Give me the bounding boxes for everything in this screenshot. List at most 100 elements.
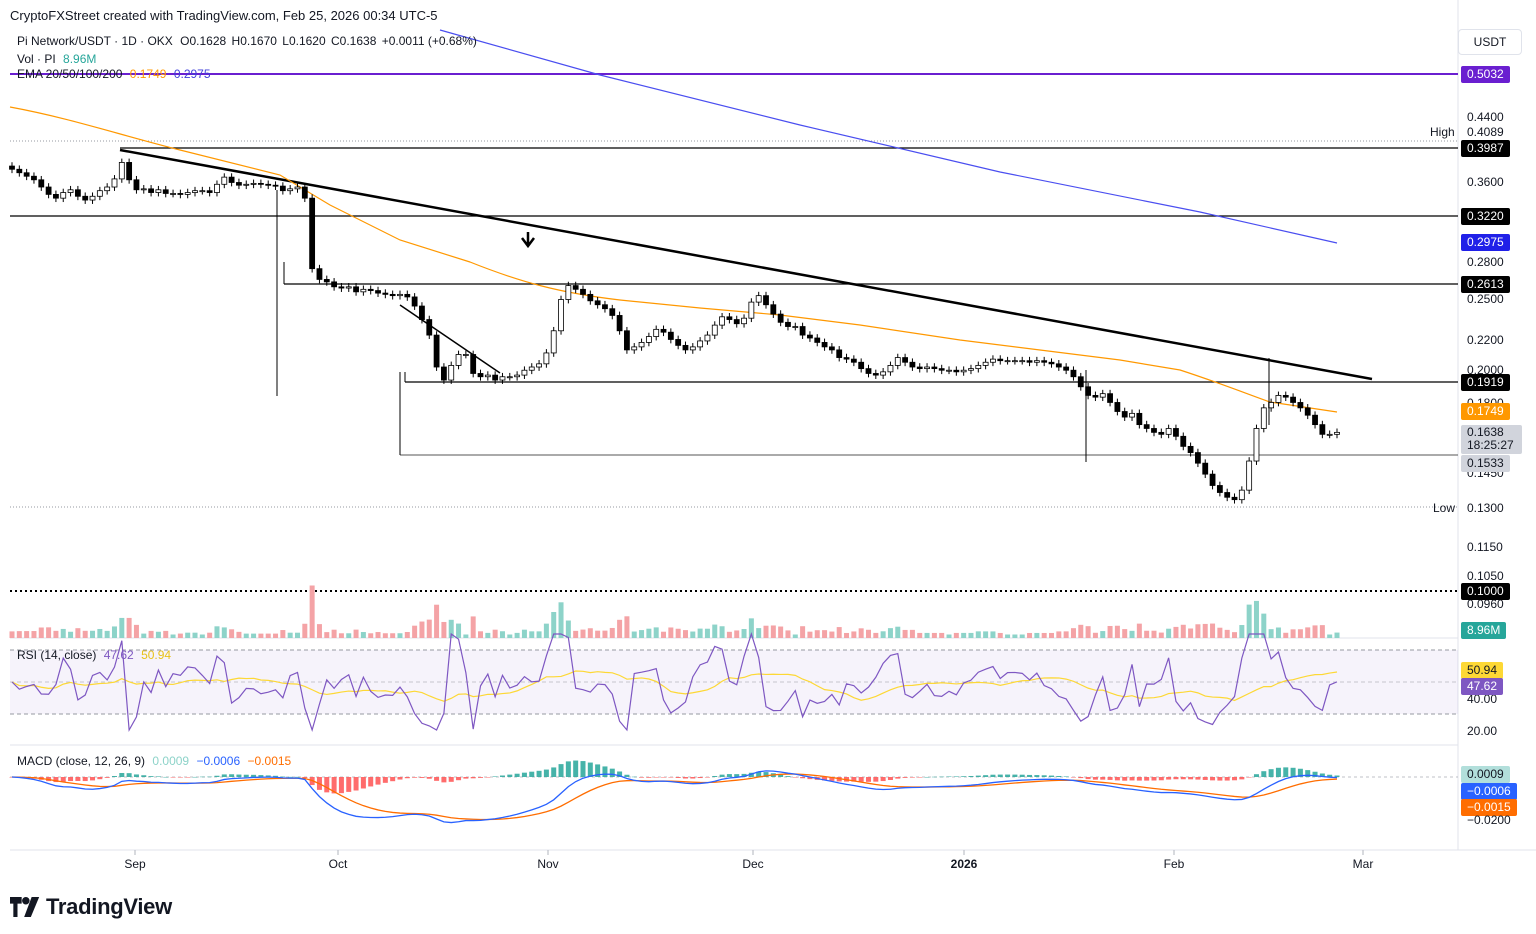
volume-bar-down bbox=[953, 632, 959, 638]
volume-bar-down bbox=[1158, 632, 1164, 638]
rsi-line bbox=[11, 632, 1338, 733]
candle-up bbox=[741, 317, 747, 325]
level-tag-0.1919[interactable]: 0.1919 bbox=[1461, 374, 1510, 391]
volume-bar-up bbox=[1034, 632, 1040, 638]
volume-tag[interactable]: 8.96M bbox=[1461, 622, 1507, 639]
macd-hist-up bbox=[155, 776, 161, 777]
macd-hist-up bbox=[946, 776, 952, 778]
macd-hist-down bbox=[1232, 777, 1238, 781]
currency-label: USDT bbox=[1473, 35, 1507, 49]
macd-hist-down bbox=[478, 777, 484, 778]
volume-bar-up bbox=[712, 624, 718, 638]
macd-signal-tag[interactable]: −0.0015 bbox=[1461, 799, 1517, 816]
volume-bar-down bbox=[382, 633, 388, 638]
candle-down bbox=[279, 185, 286, 192]
volume-bar-down bbox=[822, 630, 828, 638]
macd-hist-up bbox=[565, 761, 571, 777]
macd-hist-up bbox=[1027, 774, 1033, 777]
volume-bar-up bbox=[1012, 634, 1018, 638]
volume-bar-up bbox=[983, 631, 989, 638]
candle-up bbox=[1019, 360, 1026, 363]
macd-hist-up bbox=[924, 776, 930, 778]
ema-tag-0.1749[interactable]: 0.1749 bbox=[1461, 403, 1510, 420]
macd-hist-up bbox=[133, 774, 139, 777]
currency-button[interactable]: USDT bbox=[1458, 29, 1522, 55]
macd-hist-up bbox=[1049, 775, 1055, 777]
volume-bar-down bbox=[939, 632, 945, 638]
macd-hist-up bbox=[734, 774, 740, 777]
macd-hist-down bbox=[646, 777, 652, 778]
volume-bar-down bbox=[726, 631, 732, 638]
candle-up bbox=[1129, 412, 1135, 418]
macd-line-tag[interactable]: −0.0006 bbox=[1461, 783, 1517, 800]
price-tick: 0.2000 bbox=[1467, 363, 1504, 377]
volume-bar-down bbox=[390, 633, 396, 638]
candle-down bbox=[1121, 411, 1128, 418]
volume-bar-down bbox=[829, 631, 835, 638]
volume-bar-down bbox=[1056, 631, 1062, 638]
candle-up bbox=[448, 365, 455, 381]
volume-bar-down bbox=[624, 616, 630, 638]
tradingview-logo[interactable]: TradingView bbox=[10, 894, 172, 920]
volume-bar-down bbox=[1063, 631, 1069, 638]
macd-hist-down bbox=[697, 777, 703, 779]
volume-bar-down bbox=[1144, 630, 1150, 638]
macd-hist-down bbox=[97, 777, 103, 780]
level-tag-0.1533[interactable]: 0.1533 bbox=[1461, 455, 1510, 472]
candle-down bbox=[1173, 428, 1179, 437]
rsi-ma-tag[interactable]: 50.94 bbox=[1461, 662, 1504, 679]
candle-down bbox=[807, 334, 813, 339]
candle-down bbox=[624, 330, 630, 351]
candle-up bbox=[645, 336, 652, 343]
volume-bar-up bbox=[1019, 634, 1025, 638]
candle-up bbox=[104, 186, 111, 192]
ema-legend[interactable]: EMA 20/50/100/200 0.1749 0.2975 bbox=[17, 67, 215, 81]
macd-hist-down bbox=[1107, 777, 1113, 780]
volume-bar-down bbox=[434, 604, 440, 638]
volume-bar-down bbox=[1122, 629, 1128, 638]
level-tag-0.1000[interactable]: 0.1000 bbox=[1461, 583, 1510, 600]
candle-down bbox=[821, 342, 828, 348]
level-tag-0.5032[interactable]: 0.5032 bbox=[1461, 66, 1510, 83]
macd-hist-down bbox=[1173, 777, 1179, 780]
candle-down bbox=[148, 188, 154, 193]
macd-hist-tag[interactable]: 0.0009 bbox=[1461, 766, 1510, 783]
macd-hist-up bbox=[1334, 775, 1340, 777]
macd-hist-down bbox=[412, 777, 418, 778]
level-tag-0.3220[interactable]: 0.3220 bbox=[1461, 208, 1510, 225]
macd-hist-down bbox=[104, 777, 110, 778]
volume-bar-up bbox=[1334, 632, 1340, 638]
macd-hist-down bbox=[800, 777, 806, 779]
volume-bar-up bbox=[111, 626, 117, 638]
macd-hist-value: 0.0009 bbox=[152, 754, 190, 768]
volume-bar-up bbox=[141, 633, 147, 638]
current-price-tag[interactable]: 0.1638 18:25:27 bbox=[1461, 425, 1522, 454]
candle-up bbox=[689, 346, 696, 351]
rsi-legend[interactable]: RSI (14, close) 47.62 50.94 bbox=[17, 648, 175, 662]
macd-legend[interactable]: MACD (close, 12, 26, 9) 0.0009 −0.0006 −… bbox=[17, 754, 295, 768]
ema-tag-0.2975[interactable]: 0.2975 bbox=[1461, 234, 1510, 251]
price-tick: 0.4400 bbox=[1467, 110, 1504, 124]
symbol-legend[interactable]: Pi Network/USDT · 1D · OKX O0.1628 H0.16… bbox=[17, 34, 481, 48]
macd-hist-up bbox=[536, 770, 542, 777]
candle-up bbox=[653, 328, 660, 337]
macd-hist-up bbox=[939, 776, 945, 778]
rsi-tag[interactable]: 47.62 bbox=[1461, 678, 1504, 695]
macd-hist-up bbox=[273, 775, 279, 777]
volume-bar-down bbox=[126, 617, 132, 638]
candle-down bbox=[1216, 485, 1223, 493]
candle-up bbox=[704, 334, 711, 342]
bar-countdown: 18:25:27 bbox=[1467, 438, 1514, 452]
volume-bar-down bbox=[177, 633, 183, 638]
candle-down bbox=[433, 334, 440, 368]
volume-bar-down bbox=[331, 629, 337, 638]
level-tag-0.2613[interactable]: 0.2613 bbox=[1461, 276, 1510, 293]
level-tag-0.3987[interactable]: 0.3987 bbox=[1461, 140, 1510, 157]
macd-hist-up bbox=[1305, 770, 1311, 777]
volume-legend[interactable]: Vol · PI 8.96M bbox=[17, 52, 100, 66]
macd-hist-up bbox=[763, 772, 769, 777]
candle-up bbox=[1334, 431, 1340, 435]
volume-bar-up bbox=[792, 634, 798, 638]
price-tick: 0.3600 bbox=[1467, 175, 1504, 189]
